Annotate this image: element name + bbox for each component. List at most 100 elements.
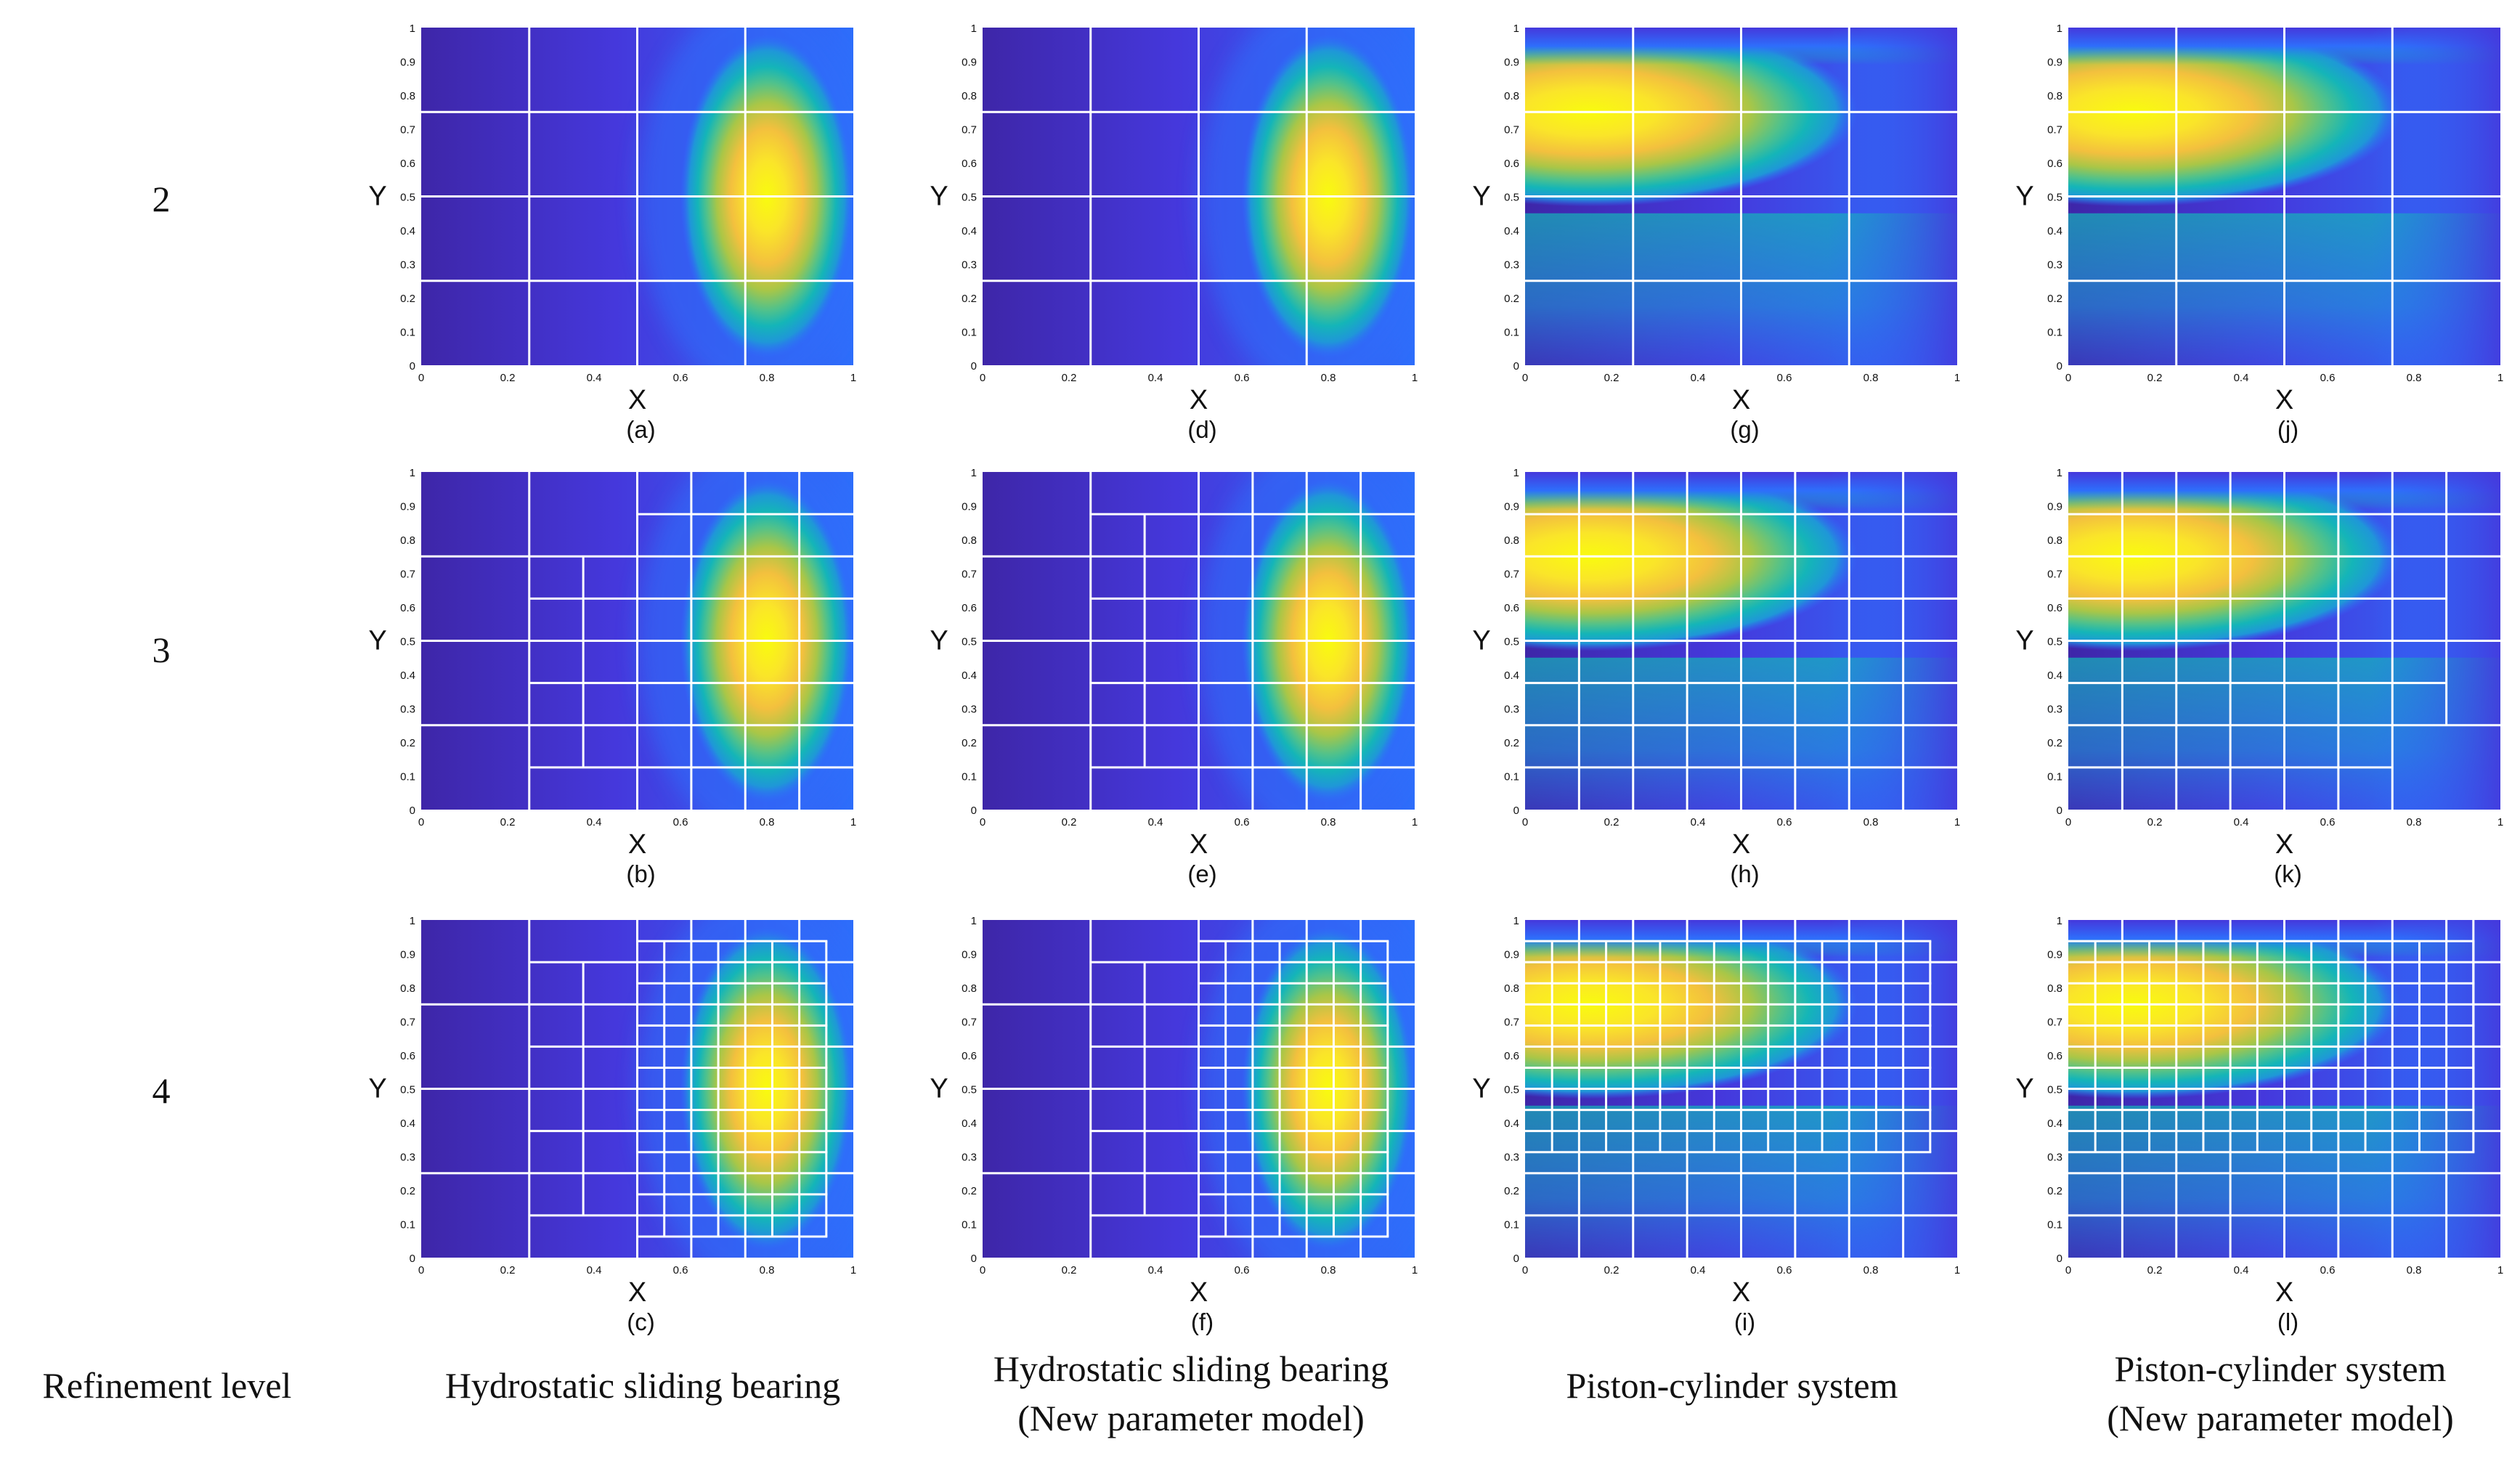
heatmap-panel: 0 0.2 0.4 0.6 0.8 1 0 0.1 0.2 0.3 0.4 0.5 0.6 0.7 0.8 0…	[1472, 23, 1960, 443]
y-axis-label: Y	[368, 182, 386, 212]
x-axis-label: X	[1732, 1277, 1750, 1308]
y-tick-label: 0.8	[2047, 534, 2062, 547]
y-tick-label: 0.1	[1504, 771, 1519, 783]
y-tick-label: 0.6	[1504, 1050, 1519, 1062]
panel-label: (e)	[1187, 860, 1216, 887]
y-tick-label: 0.8	[1504, 534, 1519, 547]
y-tick-label: 1	[1513, 23, 1519, 35]
x-tick-label: 0.4	[2234, 816, 2249, 828]
y-tick-label: 0.5	[962, 192, 977, 204]
y-tick-label: 0.8	[400, 90, 415, 102]
y-tick-label: 0	[2057, 360, 2062, 372]
y-tick-label: 1	[2057, 23, 2062, 35]
x-tick-label: 0.6	[2320, 816, 2336, 828]
heatmap-panel: 0 0.2 0.4 0.6 0.8 1 0 0.1 0.2 0.3 0.4 0.5 0.6 0.7 0.8 0…	[930, 23, 1418, 443]
y-tick-label: 1	[971, 467, 977, 479]
y-tick-label: 0.4	[2047, 225, 2062, 237]
y-axis-label: Y	[1472, 182, 1490, 212]
y-tick-label: 1	[2057, 915, 2062, 927]
y-tick-label: 0.4	[400, 669, 415, 682]
column-title: Hydrostatic sliding bearing	[993, 1348, 1389, 1389]
y-tick-label: 0.4	[1504, 1117, 1519, 1130]
heatmap-field	[2068, 28, 2500, 365]
heatmap-field	[2068, 472, 2500, 810]
x-tick-label: 0.2	[1604, 372, 1619, 384]
x-tick-label: 0	[2065, 1264, 2071, 1276]
x-tick-label: 0.4	[587, 816, 602, 828]
y-tick-label: 0.2	[400, 1185, 415, 1197]
y-tick-label: 0.1	[962, 327, 977, 339]
heatmap-field	[1525, 472, 1957, 810]
x-tick-label: 1	[1954, 372, 1960, 384]
y-tick-label: 0.9	[1504, 57, 1519, 69]
y-tick-label: 0.5	[2047, 1084, 2062, 1096]
heatmap-panel: 0 0.2 0.4 0.6 0.8 1 0 0.1 0.2 0.3 0.4 0.5 0.6 0.7 0.8 0…	[368, 915, 856, 1335]
x-tick-label: 0.6	[673, 1264, 688, 1276]
x-tick-label: 0.4	[587, 372, 602, 384]
y-tick-label: 0	[2057, 805, 2062, 817]
x-axis-label: X	[2275, 1277, 2293, 1308]
y-tick-label: 0.4	[400, 1117, 415, 1130]
panel-label: (k)	[2274, 860, 2301, 887]
x-tick-label: 1	[850, 816, 856, 828]
x-axis-label: X	[628, 829, 646, 860]
y-tick-label: 0	[410, 805, 415, 817]
x-tick-label: 0	[2065, 816, 2071, 828]
x-tick-label: 0	[418, 372, 424, 384]
panel-label: (b)	[626, 860, 655, 887]
y-tick-label: 0.8	[962, 90, 977, 102]
y-tick-label: 0.7	[1504, 569, 1519, 581]
y-tick-label: 0.5	[2047, 192, 2062, 204]
x-tick-label: 0.6	[1777, 372, 1792, 384]
x-tick-label: 0	[1522, 816, 1528, 828]
y-tick-label: 0.1	[400, 771, 415, 783]
refinement-level-label: 2	[153, 179, 171, 219]
x-tick-label: 0.4	[587, 1264, 602, 1276]
x-tick-label: 0.6	[1235, 816, 1250, 828]
mesh-grid	[2068, 28, 2500, 365]
x-tick-label: 1	[2497, 372, 2503, 384]
column-title: (New parameter model)	[1017, 1398, 1365, 1438]
panel-label: (a)	[626, 416, 655, 443]
y-tick-label: 0.1	[2047, 1219, 2062, 1231]
y-tick-label: 0.8	[962, 534, 977, 547]
y-tick-label: 0.1	[400, 327, 415, 339]
y-tick-label: 0.5	[400, 636, 415, 648]
x-tick-label: 0	[980, 1264, 985, 1276]
x-tick-label: 0.2	[1604, 816, 1619, 828]
y-tick-label: 0.6	[400, 602, 415, 614]
y-tick-label: 0.7	[962, 124, 977, 137]
x-tick-label: 0.8	[1863, 1264, 1879, 1276]
x-tick-label: 0.6	[2320, 1264, 2336, 1276]
x-tick-label: 0.4	[1691, 1264, 1706, 1276]
x-tick-label: 0.8	[1321, 1264, 1336, 1276]
heatmap-field	[983, 472, 1415, 810]
heatmap-field	[983, 920, 1415, 1258]
y-tick-label: 0.8	[1504, 90, 1519, 102]
mesh-grid	[2068, 472, 2500, 810]
x-axis-label: X	[1732, 829, 1750, 860]
panels-group: 0 0.2 0.4 0.6 0.8 1 0 0.1 0.2 0.3 0.4 0.5 0.6 0.7 0.8 0…	[368, 23, 2503, 1335]
y-tick-label: 0.5	[1504, 636, 1519, 648]
y-tick-label: 0.8	[1504, 982, 1519, 995]
y-tick-label: 0.3	[2047, 704, 2062, 716]
y-axis-label: Y	[368, 1074, 386, 1104]
x-tick-label: 0.8	[760, 1264, 775, 1276]
y-tick-label: 0.1	[962, 771, 977, 783]
y-tick-label: 0.5	[2047, 636, 2062, 648]
y-tick-label: 0.3	[400, 1152, 415, 1164]
y-tick-label: 0.6	[1504, 158, 1519, 170]
y-tick-label: 0.6	[2047, 158, 2062, 170]
y-tick-label: 0.9	[2047, 57, 2062, 69]
panel-label: (h)	[1730, 860, 1759, 887]
y-tick-label: 0	[2057, 1253, 2062, 1265]
y-tick-label: 0.5	[962, 1084, 977, 1096]
mesh-grid	[1525, 920, 1957, 1258]
y-tick-label: 0.2	[962, 293, 977, 305]
heatmap-panel: 0 0.2 0.4 0.6 0.8 1 0 0.1 0.2 0.3 0.4 0.5 0.6 0.7 0.8 0…	[368, 23, 856, 443]
y-tick-label: 0.6	[962, 602, 977, 614]
x-tick-label: 0.8	[2407, 816, 2422, 828]
panel-label: (i)	[1734, 1308, 1755, 1335]
y-tick-label: 0.9	[962, 501, 977, 513]
